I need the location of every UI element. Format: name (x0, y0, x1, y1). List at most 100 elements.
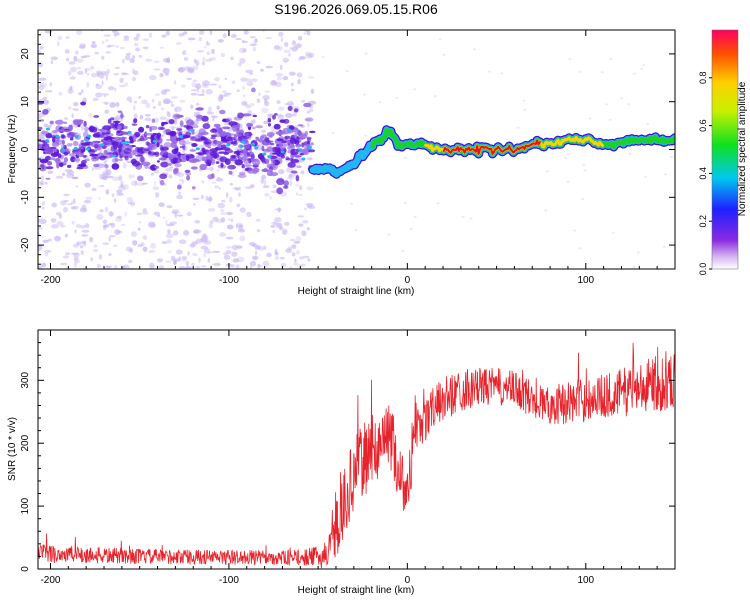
spectrogram-noise-blob (106, 170, 111, 176)
spectrogram-noise-blob (275, 256, 279, 260)
spectrogram-noise-blob (82, 230, 90, 233)
spectrogram-y-tick-label: 10 (20, 96, 31, 108)
spectrogram-band-blob (300, 153, 304, 155)
spectrogram-band-blob (231, 141, 237, 144)
spectrogram-noise-blob (218, 203, 225, 209)
spectrogram-band-blob (93, 115, 99, 118)
spectrogram-band-blob (164, 129, 171, 133)
spectrogram-noise-blob (300, 57, 303, 59)
spectrogram-band-blob (58, 153, 62, 158)
spectrogram-noise-blob (73, 244, 79, 248)
spectrogram-noise-blob (291, 89, 294, 92)
spectrogram-noise-blob (231, 252, 237, 257)
spectrogram-band-blob (195, 107, 203, 110)
spectrogram-noise-blob (104, 110, 109, 114)
spectrogram-band-blob (251, 154, 256, 158)
spectrogram-noise-blob (102, 243, 109, 245)
spectrogram-noise-blob (160, 47, 164, 49)
spectrogram-noise-blob (243, 41, 248, 43)
colorbar-tick-label: 0.4 (698, 167, 708, 180)
spectrogram-noise-blob (278, 207, 281, 212)
spectrogram-band-blob (81, 143, 89, 146)
spectrogram-noise-blob (54, 236, 61, 242)
spectrogram-noise-blob (620, 97, 623, 99)
spectrogram-noise-blob (213, 263, 221, 266)
spectrogram-band-blob (67, 143, 73, 147)
spectrogram-noise-blob (629, 153, 632, 155)
spectrogram-noise-blob (116, 190, 122, 194)
spectrogram-noise-blob (196, 103, 199, 106)
spectrogram-noise-blob (163, 217, 166, 220)
spectrogram-noise-blob (108, 223, 114, 226)
spectrogram-noise-blob (187, 251, 189, 255)
spectrogram-band-blob (72, 177, 79, 180)
spectrogram-noise-blob (63, 194, 70, 196)
spectrogram-noise-blob (500, 72, 503, 74)
spectrogram-noise-blob (235, 187, 239, 190)
spectrogram-noise-blob (568, 58, 571, 60)
spectrogram-band-blob (119, 137, 127, 140)
spectrogram-noise-blob (131, 231, 137, 237)
spectrogram-noise-blob (72, 113, 74, 118)
spectrogram-noise-blob (263, 95, 270, 100)
spectrogram-noise-blob (124, 82, 128, 86)
spectrogram-band-blob (194, 160, 201, 162)
spectrogram-band-blob (144, 164, 148, 169)
spectrogram-noise-blob (45, 252, 49, 256)
spectrogram-ridge-segment (601, 144, 602, 145)
spectrogram-noise-blob (137, 244, 142, 248)
spectrogram-band-blob (46, 178, 51, 180)
spectrogram-band-blob (50, 157, 55, 160)
snr-x-tick-label: -100 (219, 575, 239, 586)
spectrogram-noise-blob (573, 230, 576, 232)
spectrogram-noise-blob (292, 252, 296, 256)
spectrogram-band-blob (210, 129, 217, 133)
spectrogram-band-blob (229, 171, 233, 175)
spectrogram-band-blob (62, 130, 71, 132)
spectrogram-band-blob (76, 167, 84, 169)
spectrogram-noise-blob (190, 104, 194, 109)
spectrogram-noise-blob (62, 173, 65, 176)
spectrogram-noise-blob (161, 108, 165, 111)
snr-y-tick-label: 0 (20, 566, 31, 572)
spectrogram-noise-blob (171, 104, 174, 107)
spectrogram-noise-blob (439, 38, 442, 40)
spectrogram-noise-blob (186, 261, 189, 266)
spectrogram-noise-blob (209, 223, 213, 229)
spectrogram-band-blob (160, 157, 167, 161)
spectrogram-band-blob (291, 145, 295, 148)
spectrogram-noise-blob (72, 206, 79, 210)
spectrogram-noise-blob (38, 85, 44, 90)
spectrogram-band-blob (216, 161, 219, 164)
spectrogram-noise-blob (103, 225, 108, 228)
spectrogram-noise-blob (60, 225, 66, 228)
spectrogram-noise-blob (231, 34, 237, 38)
spectrogram-noise-blob (66, 173, 73, 179)
spectrogram-band-blob (251, 88, 256, 93)
colorbar-tick-label: 0.0 (698, 263, 708, 276)
spectrogram-noise-blob (204, 248, 210, 254)
spectrogram-band-peak (87, 135, 91, 138)
spectrogram-band-blob (268, 118, 272, 123)
spectrogram-noise-blob (277, 46, 282, 51)
spectrogram-band-blob (186, 119, 194, 125)
spectrogram-noise-blob (209, 57, 216, 60)
spectrogram-noise-blob (289, 266, 293, 269)
spectrogram-band-blob (55, 158, 61, 164)
spectrogram-band-blob (147, 146, 154, 148)
spectrogram-noise-blob (301, 100, 305, 103)
spectrogram-noise-blob (174, 80, 176, 84)
spectrogram-noise-blob (517, 127, 520, 129)
spectrogram-noise-blob (220, 209, 224, 212)
spectrogram-noise-blob (65, 169, 73, 173)
spectrogram-band-peak (267, 155, 271, 158)
spectrogram-band-blob (52, 137, 55, 143)
spectrogram-band-blob (62, 135, 67, 139)
spectrogram-band-blob (234, 133, 242, 137)
spectrogram-noise-blob (189, 266, 192, 269)
spectrogram-noise-blob (294, 259, 296, 263)
spectrogram-noise-blob (245, 187, 253, 189)
spectrogram-noise-blob (171, 256, 175, 262)
spectrogram-band-blob (117, 125, 122, 129)
spectrogram-noise-blob (212, 181, 216, 183)
